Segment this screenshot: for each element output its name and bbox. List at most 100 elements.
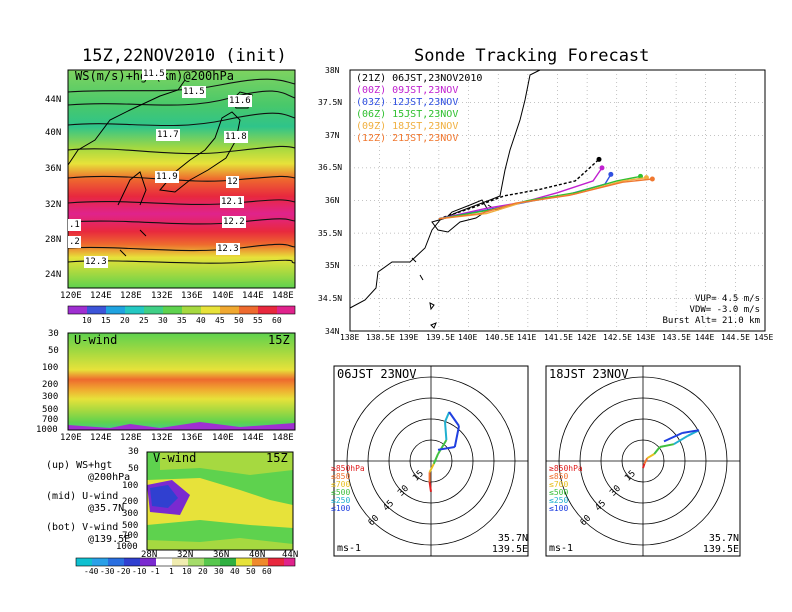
- lon-label: 128E: [120, 291, 142, 301]
- landing-point: [596, 156, 602, 162]
- lon-label: 144E: [242, 291, 264, 301]
- hodograph-segment: [428, 481, 432, 492]
- lat-label: 40N: [249, 550, 266, 560]
- colorbar-label: 30: [214, 567, 224, 576]
- colorbar-label: -20: [116, 567, 131, 576]
- lat-label: 36N: [325, 196, 340, 205]
- lon-label: 132E: [151, 291, 173, 301]
- lat-label: 44N: [45, 95, 62, 105]
- pressure-label: 1000: [36, 425, 58, 435]
- lat-label: 44N: [282, 550, 299, 560]
- u-wind-label: U-wind: [74, 333, 118, 347]
- v-wind-time: 15Z: [266, 451, 288, 465]
- pressure-label: 100: [122, 481, 139, 491]
- track-line: [438, 167, 603, 220]
- colorbar-label: 60: [272, 316, 282, 325]
- pressure-label: 30: [128, 447, 139, 457]
- lat-label: 37.5N: [318, 98, 343, 107]
- lon-label: 136E: [181, 433, 203, 443]
- colorbar-label: 45: [215, 316, 225, 325]
- lon-label: 148E: [272, 291, 294, 301]
- lat-label: 35.5N: [318, 229, 343, 238]
- hodo2-levels: ≥850hPa ≤850 ≤700 ≤500 ≤250 ≤100: [549, 464, 583, 513]
- track-line: [438, 158, 600, 220]
- lat-label: 36N: [213, 550, 230, 560]
- lat-label: 28N: [141, 550, 158, 560]
- map-panel-title: 15Z,22NOV2010 (init): [82, 46, 287, 66]
- lon-label: 120E: [60, 433, 82, 443]
- hodo1-loc: 35.7N 139.5E: [491, 533, 528, 555]
- hodograph-segment: [448, 411, 460, 427]
- hodograph-segment: [663, 432, 683, 443]
- track-line: [438, 178, 653, 220]
- contour-label: 12.3: [84, 256, 108, 268]
- pressure-label: 500: [122, 521, 139, 531]
- lat-label: 34.5N: [318, 294, 343, 303]
- v-colorbar: [75, 557, 296, 567]
- hodograph-segment: [444, 421, 448, 441]
- landing-point: [638, 173, 643, 179]
- colorbar-label: 10: [82, 316, 92, 325]
- track-legend: (21Z) 06JST,23NOV2010 (00Z) 09JST,23NOV …: [356, 73, 482, 145]
- pressure-label: 500: [42, 405, 59, 415]
- contour-label: 11.7: [156, 129, 180, 141]
- colorbar-label: 35: [177, 316, 187, 325]
- lon-label: 140E: [212, 433, 234, 443]
- hodograph-segment: [437, 439, 448, 455]
- colorbar-label: -1: [150, 567, 160, 576]
- hodograph-segment: [642, 463, 646, 469]
- note-mid: (mid) U-wind @35.7N: [46, 491, 125, 514]
- pressure-label: 700: [42, 415, 59, 425]
- colorbar-label: 20: [120, 316, 130, 325]
- hodograph-segment: [682, 429, 700, 434]
- lat-label: 32N: [177, 550, 194, 560]
- legend-entry: (03Z) 12JST,23NOV: [356, 97, 459, 108]
- lon-label: 140E: [212, 291, 234, 301]
- hodo2-loc: 35.7N 139.5E: [702, 533, 739, 555]
- pressure-label: 300: [42, 392, 59, 402]
- lat-label: 36N: [45, 164, 62, 174]
- contour-label: 11.6: [228, 95, 252, 107]
- colorbar-label: 40: [230, 567, 240, 576]
- colorbar-label: 1: [169, 567, 174, 576]
- track-line: [438, 175, 641, 220]
- track-lines: [438, 156, 655, 220]
- pressure-label: 1000: [116, 542, 138, 552]
- legend-entry: (12Z) 21JST,23NOV: [356, 133, 459, 144]
- hodo2-time: 18JST 23NOV: [549, 367, 629, 381]
- hodograph-segment: [437, 446, 455, 451]
- lon-label: 136E: [181, 291, 203, 301]
- legend-entry: (21Z) 06JST,23NOV2010: [356, 73, 483, 84]
- note-bot: (bot) V-wind @139.5E: [46, 522, 131, 545]
- lon-label: 120E: [60, 291, 82, 301]
- hodograph-segment: [428, 463, 435, 473]
- lat-label: 40N: [45, 128, 62, 138]
- ws-colorbar: [67, 305, 296, 315]
- colorbar-label: 25: [139, 316, 149, 325]
- contour-label: 11.5: [182, 86, 206, 98]
- colorbar-label: 60: [262, 567, 272, 576]
- hodo1-time: 06JST 23NOV: [337, 367, 417, 381]
- hodograph-segment: [444, 411, 451, 423]
- lat-label: 37N: [325, 131, 340, 140]
- lat-label: 32N: [45, 200, 62, 210]
- hodograph-segment: [659, 443, 674, 448]
- lat-label: 34N: [325, 327, 340, 336]
- pressure-label: 300: [122, 509, 139, 519]
- contour-label: 11.9: [155, 171, 179, 183]
- colorbar-label: 40: [196, 316, 206, 325]
- pressure-label: 200: [122, 497, 139, 507]
- pressure-label: 700: [122, 531, 139, 541]
- colorbar-label: 50: [246, 567, 256, 576]
- lon-label: 148E: [272, 433, 294, 443]
- u-wind-time: 15Z: [268, 333, 290, 347]
- hodograph-segment: [453, 425, 460, 448]
- lat-label: 36.5N: [318, 163, 343, 172]
- legend-entry: (00Z) 09JST,23NOV: [356, 85, 459, 96]
- colorbar-label: 20: [198, 567, 208, 576]
- pressure-label: 50: [128, 464, 139, 474]
- contour-label: 12.2: [222, 216, 246, 228]
